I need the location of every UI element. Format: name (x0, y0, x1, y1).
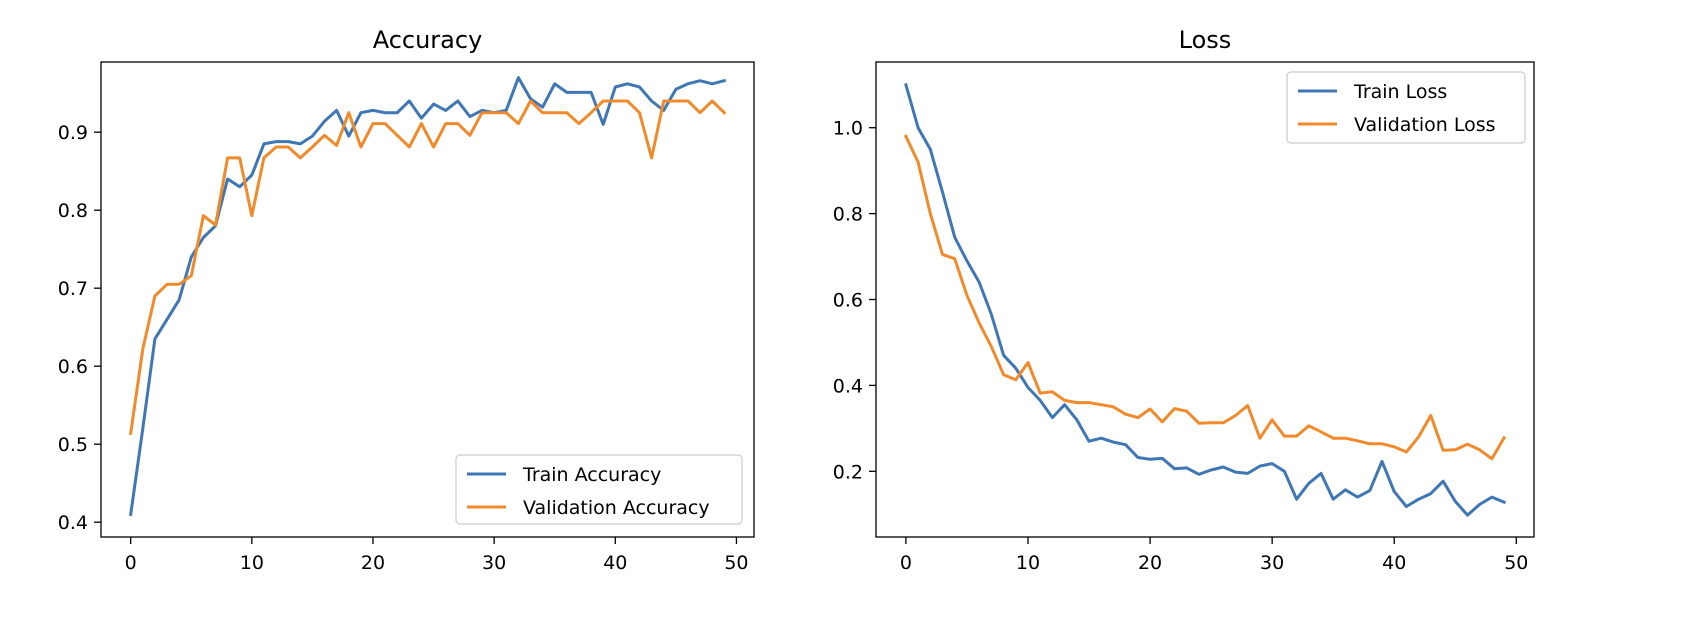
legend: Train Loss Validation Loss (1286, 71, 1526, 144)
chart-title: Loss (1179, 26, 1232, 54)
y-tick-label: 0.6 (58, 356, 88, 378)
y-tick-label: 0.7 (58, 278, 88, 300)
loss-chart: Loss 0 10 20 30 40 50 0.2 0.4 0.6 0.8 1.0 Train Loss… (833, 26, 1535, 574)
legend-box (455, 454, 743, 525)
legend-label: Train Loss (1353, 81, 1447, 103)
x-tick-label: 30 (1260, 552, 1284, 574)
series-line-train-loss (904, 82, 1507, 517)
axes-frame (100, 61, 755, 538)
x-tick-label: 50 (1504, 552, 1528, 574)
x-tick-label: 20 (1138, 552, 1162, 574)
y-tick-label: 0.6 (833, 290, 863, 312)
legend-label: Validation Loss (1354, 114, 1496, 136)
x-tick-label: 10 (240, 552, 264, 574)
x-tick-label: 10 (1016, 552, 1040, 574)
x-tick-label: 0 (125, 552, 137, 574)
accuracy-chart: Accuracy 0 10 20 30 40 50 0.4 0.5 0.6 0.7 0.8 0.9 Tra… (58, 26, 755, 574)
legend: Train Accuracy Validation Accuracy (455, 454, 743, 525)
y-tick-label: 0.9 (58, 122, 88, 144)
x-tick-label: 20 (361, 552, 385, 574)
legend-box (1286, 71, 1526, 144)
x-tick-label: 0 (900, 552, 912, 574)
legend-label: Train Accuracy (522, 464, 661, 486)
y-tick-label: 0.5 (58, 434, 88, 456)
y-tick-label: 1.0 (833, 118, 863, 140)
y-tick-label: 0.2 (833, 461, 863, 483)
series-line-validation-loss (903, 134, 1507, 461)
series-line-validation-accuracy (129, 99, 727, 435)
chart-title: Accuracy (373, 26, 483, 54)
y-tick-label: 0.8 (833, 204, 863, 226)
legend-label: Validation Accuracy (523, 497, 710, 519)
x-tick-label: 30 (482, 552, 506, 574)
x-tick-label: 40 (603, 552, 627, 574)
y-tick-label: 0.4 (58, 512, 88, 534)
x-tick-label: 50 (724, 552, 748, 574)
series-line-train-accuracy (129, 76, 727, 517)
x-tick-label: 40 (1382, 552, 1406, 574)
y-tick-label: 0.8 (58, 200, 88, 222)
y-tick-label: 0.4 (833, 375, 863, 397)
